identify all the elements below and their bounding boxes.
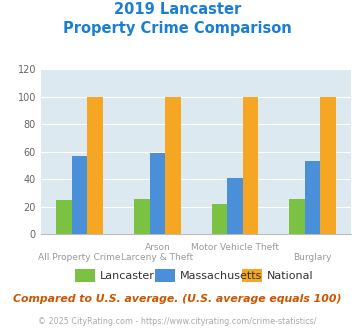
Bar: [87, 97, 103, 234]
Bar: [320, 97, 336, 234]
Text: Massachusetts: Massachusetts: [180, 271, 263, 280]
Text: Compared to U.S. average. (U.S. average equals 100): Compared to U.S. average. (U.S. average …: [13, 294, 342, 304]
Text: Burglary: Burglary: [293, 253, 332, 262]
Bar: [243, 97, 258, 234]
Bar: [305, 161, 320, 234]
Text: National: National: [267, 271, 314, 280]
Text: Arson: Arson: [144, 243, 170, 251]
Text: Larceny & Theft: Larceny & Theft: [121, 253, 193, 262]
Text: Property Crime Comparison: Property Crime Comparison: [63, 21, 292, 36]
Bar: [165, 97, 181, 234]
Text: All Property Crime: All Property Crime: [38, 253, 121, 262]
Bar: [72, 156, 87, 234]
Bar: [212, 204, 227, 234]
Text: Lancaster: Lancaster: [100, 271, 155, 280]
Text: Motor Vehicle Theft: Motor Vehicle Theft: [191, 243, 279, 251]
Bar: [134, 199, 149, 234]
Bar: [56, 200, 72, 234]
Text: 2019 Lancaster: 2019 Lancaster: [114, 2, 241, 16]
Bar: [289, 199, 305, 234]
Bar: [227, 178, 243, 234]
Text: © 2025 CityRating.com - https://www.cityrating.com/crime-statistics/: © 2025 CityRating.com - https://www.city…: [38, 317, 317, 326]
Bar: [149, 153, 165, 234]
